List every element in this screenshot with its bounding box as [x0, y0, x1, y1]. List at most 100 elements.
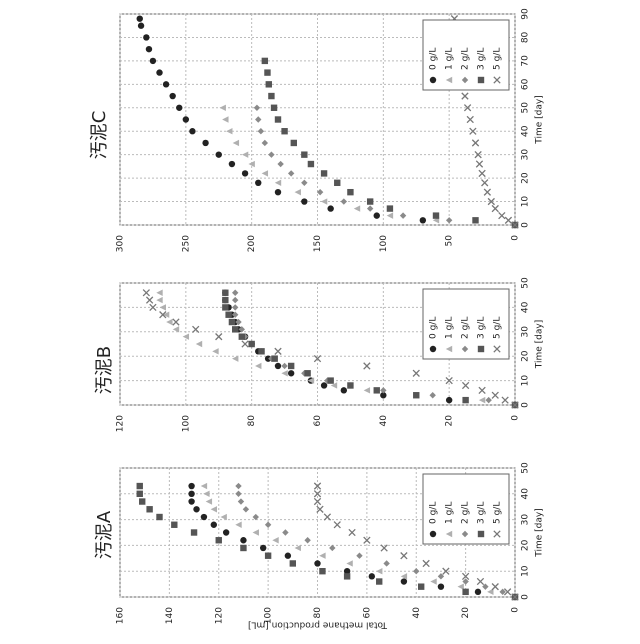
data-point [216, 333, 222, 339]
data-point [430, 578, 436, 584]
data-point [492, 205, 498, 211]
data-point [472, 140, 478, 146]
x-tick-label: 60 [521, 78, 531, 90]
data-point [220, 105, 226, 111]
data-point [272, 537, 278, 543]
legend-label: 5 g/L [493, 48, 503, 70]
y-tick-label: 0 [511, 607, 521, 613]
data-point [265, 553, 271, 559]
data-point [291, 140, 297, 146]
data-point [387, 212, 393, 218]
x-tick-label: 0 [521, 594, 531, 600]
data-point [314, 498, 320, 504]
chart-title: 汚泥A [94, 510, 115, 559]
data-point [472, 217, 478, 223]
legend-label: 0 g/L [429, 317, 439, 339]
x-tick-label: 50 [521, 462, 531, 474]
y-tick-label: 80 [247, 415, 257, 427]
data-point [258, 348, 264, 354]
data-point [341, 198, 347, 204]
legend-marker [430, 77, 436, 83]
data-point [462, 382, 468, 388]
data-point [264, 69, 270, 75]
legend-marker [478, 531, 484, 537]
data-point [242, 341, 248, 347]
data-point [225, 312, 231, 318]
y-tick-label: 50 [445, 235, 455, 247]
data-point [380, 387, 386, 393]
data-point [433, 212, 439, 218]
data-point [484, 189, 490, 195]
data-point [240, 545, 246, 551]
data-point [321, 382, 327, 388]
data-point [364, 363, 370, 369]
data-point [271, 105, 277, 111]
data-point [285, 553, 291, 559]
data-point [262, 170, 268, 176]
legend-label: 3 g/L [477, 502, 487, 524]
y-tick-label: 300 [116, 235, 126, 252]
data-point [282, 529, 288, 535]
data-point [233, 140, 239, 146]
x-tick-label: 50 [521, 277, 531, 289]
data-point [169, 93, 175, 99]
data-point [420, 217, 426, 223]
data-point [321, 170, 327, 176]
data-point [329, 545, 335, 551]
data-point [226, 128, 232, 134]
y-tick-label: 60 [362, 607, 372, 619]
data-point [301, 180, 307, 186]
data-point [150, 304, 156, 310]
data-point [229, 161, 235, 167]
data-point [275, 116, 281, 122]
legend-label: 3 g/L [477, 48, 487, 70]
data-point [446, 377, 452, 383]
data-point [401, 578, 407, 584]
data-point [423, 560, 429, 566]
data-point [438, 583, 444, 589]
data-point [171, 522, 177, 528]
data-point [400, 212, 406, 218]
data-point [166, 319, 172, 325]
data-point [242, 151, 248, 157]
data-point [235, 491, 241, 497]
data-point [146, 297, 152, 303]
data-point [492, 392, 498, 398]
data-point [243, 506, 249, 512]
x-tick-label: 40 [521, 488, 531, 500]
data-point [319, 568, 325, 574]
data-point [401, 553, 407, 559]
data-point [235, 483, 241, 489]
data-point [229, 319, 235, 325]
x-tick-label: 30 [521, 514, 531, 526]
data-point [156, 290, 162, 296]
data-point [189, 128, 195, 134]
data-point [268, 93, 274, 99]
data-point [193, 326, 199, 332]
data-point [418, 583, 424, 589]
data-point [413, 568, 419, 574]
y-tick-label: 140 [165, 607, 175, 624]
data-point [150, 58, 156, 64]
legend-marker [478, 346, 484, 352]
data-point [354, 205, 360, 211]
data-point [146, 506, 152, 512]
y-tick-label: 40 [379, 415, 389, 427]
x-tick-label: 90 [521, 8, 531, 20]
y-tick-label: 120 [214, 607, 224, 624]
data-point [266, 81, 272, 87]
data-point [485, 397, 491, 403]
data-point [499, 212, 505, 218]
figure: 02040608010012014016001020304050Time [da… [0, 0, 640, 640]
data-point [163, 81, 169, 87]
data-point [242, 170, 248, 176]
data-point [275, 189, 281, 195]
data-point [383, 560, 389, 566]
data-point [301, 198, 307, 204]
data-point [258, 128, 264, 134]
x-tick-label: 20 [521, 539, 531, 551]
x-tick-label: 30 [521, 326, 531, 338]
x-tick-label: 70 [521, 55, 531, 67]
legend-label: 3 g/L [477, 317, 487, 339]
y-tick-label: 60 [313, 415, 323, 427]
